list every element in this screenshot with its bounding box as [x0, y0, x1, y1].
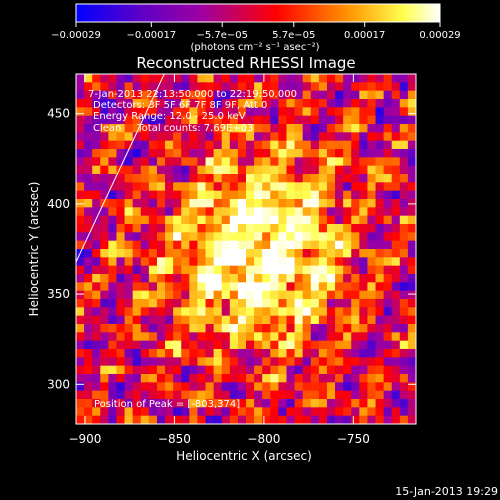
colorbar-tick-label: 5.7e−05 [272, 30, 315, 41]
peak-position-label: Position of Peak = [-803,374] [94, 399, 240, 410]
annotation-detectors: Detectors: 3F 5F 6F 7F 8F 9F, Att 0 [93, 100, 267, 111]
y-tick-label: 450 [47, 107, 70, 121]
annotation-clean-counts: Clean Total counts: 7.69E+03 [93, 123, 253, 134]
solar-limb-line [76, 74, 165, 263]
x-tick-label: −800 [247, 432, 280, 446]
colorbar: −0.00029 −0.00017 −5.7e−05 5.7e−05 0.00017 0.… [51, 3, 461, 53]
x-axis-label: Heliocentric X (arcsec) [176, 449, 312, 463]
chart-title: Reconstructed RHESSI Image [136, 54, 355, 72]
footer-timestamp: 15-Jan-2013 19:29 [395, 485, 498, 498]
x-tick-label: −850 [158, 432, 191, 446]
y-tick-label: 300 [47, 377, 70, 391]
annotation-energy-range: Energy Range: 12.0 - 25.0 keV [93, 111, 246, 122]
annotation-block: 7-Jan-2013 22:13:50.000 to 22:19:50.000 … [88, 89, 297, 134]
x-tick-label: −750 [337, 432, 370, 446]
colorbar-tick-label: −0.00017 [126, 30, 176, 41]
colorbar-tick-label: −5.7e−05 [196, 30, 248, 41]
colorbar-tick-label: 0.00017 [344, 30, 385, 41]
annotation-time-range: 7-Jan-2013 22:13:50.000 to 22:19:50.000 [88, 89, 297, 100]
colorbar-tick-label: −0.00029 [51, 30, 101, 41]
heatmap-area [76, 74, 416, 424]
y-axis-label: Heliocentric Y (arcsec) [27, 182, 41, 317]
x-tick-label: −900 [68, 432, 101, 446]
colorbar-gradient [76, 4, 440, 22]
plot-frame [75, 73, 417, 425]
colorbar-unit-label: (photons cm⁻² s⁻¹ asec⁻²) [190, 42, 319, 53]
y-tick-label: 400 [47, 197, 70, 211]
y-tick-label: 350 [47, 287, 70, 301]
colorbar-tick-label: 0.00029 [419, 30, 460, 41]
